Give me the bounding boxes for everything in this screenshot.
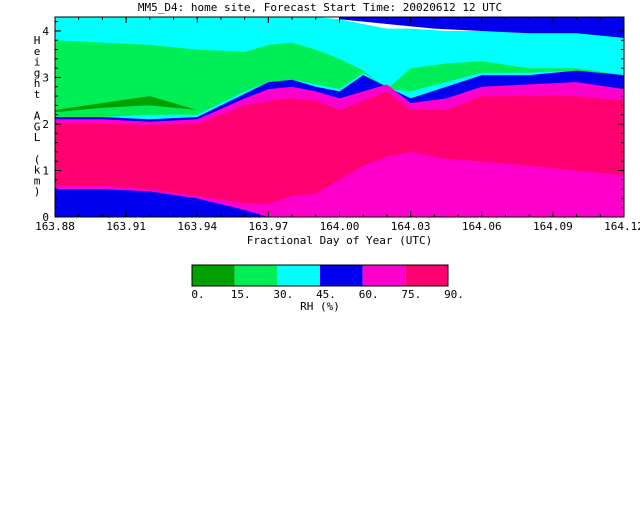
colorbar-tick-label: 30. [273,288,293,301]
contour-band-0-15 [55,96,624,113]
x-tick-label: 164.09 [533,220,573,233]
colorbar: 0. 15. 30. 45. 60. 75. 90. RH (%) [191,264,464,313]
colorbar-tick-label: 60. [359,288,379,301]
y-axis-label-char: H [34,34,41,47]
y-axis-label-char: k [34,164,41,177]
contour-band-15-30 [55,40,624,120]
x-axis-label: Fractional Day of Year (UTC) [247,234,432,247]
y-axis-label-char: L [34,131,41,144]
chart-title: MM5_D4: home site, Forecast Start Time: … [137,1,503,14]
x-tick-label: 164.00 [320,220,360,233]
colorbar-swatch [362,265,406,286]
colorbar-swatch [192,265,235,286]
y-axis-label-char: i [34,56,41,69]
colorbar-swatch [405,265,448,286]
y-tick-label: 0 [42,211,49,224]
y-tick-label: 1 [42,164,49,177]
y-axis-label-char: h [34,77,41,90]
y-axis-label-char: m [34,174,41,187]
colorbar-tick-label: 75. [401,288,421,301]
plot-area [55,17,624,217]
colorbar-swatch [234,265,278,286]
colorbar-tick-label: 15. [231,288,251,301]
colorbar-swatch [320,265,363,286]
x-tick-label: 164.12 [604,220,640,233]
y-tick-label: 2 [42,118,49,131]
x-tick-label: 163.97 [249,220,289,233]
y-axis-label-char: t [34,88,41,101]
axes: 163.88 163.91 163.94 163.97 164.00 164.03 164.… [34,16,640,247]
colorbar-tick-label: 90. [444,288,464,301]
x-tick-label: 164.03 [391,220,431,233]
y-axis-label-char: g [34,66,41,79]
colorbar-frame [191,264,449,287]
x-tick-label: 163.88 [35,220,75,233]
colorbar-label: RH (%) [300,300,340,313]
y-axis-label-char: e [34,45,41,58]
x-tick-label: 164.06 [462,220,502,233]
colorbar-tick-label: 45. [316,288,336,301]
contour-fill-group [55,17,624,217]
y-tick-label: 3 [42,71,49,84]
x-tick-label: 163.94 [177,220,217,233]
y-tick-label: 4 [42,25,49,38]
y-axis-label-char: A [34,110,41,123]
y-axis-label-char: ( [34,153,41,166]
y-axis-label-char: G [34,120,41,133]
y-axis-label-char: ) [34,185,41,198]
x-tick-label: 163.91 [106,220,146,233]
contour-band-75-90 [55,91,624,204]
colorbar-tick-label: 0. [191,288,204,301]
colorbar-swatch [277,265,320,286]
